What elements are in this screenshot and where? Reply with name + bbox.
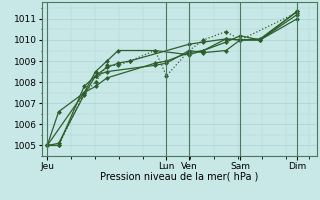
X-axis label: Pression niveau de la mer( hPa ): Pression niveau de la mer( hPa ) — [100, 172, 258, 182]
